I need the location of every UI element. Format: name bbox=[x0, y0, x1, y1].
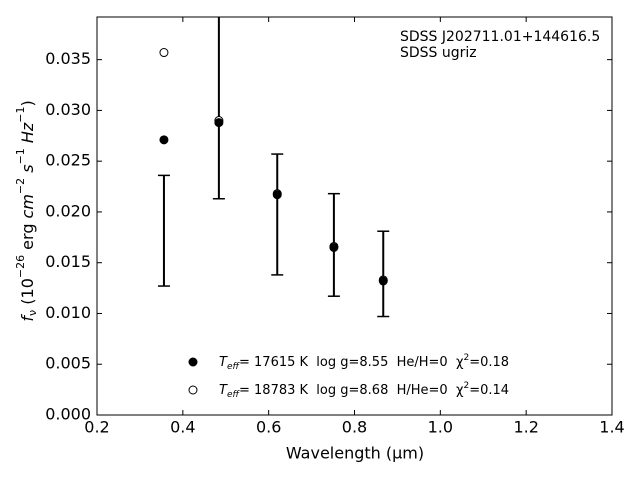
label-part: (10 bbox=[18, 278, 37, 310]
y-tick-label: 0.015 bbox=[45, 252, 91, 271]
label-part: −26 bbox=[14, 255, 27, 278]
model-point bbox=[272, 190, 282, 200]
y-tick-label: 0.000 bbox=[45, 405, 91, 424]
y-axis-label: fν (10−26 erg cm−2 s−1 Hz−1) bbox=[14, 85, 39, 347]
y-tick-label: 0.035 bbox=[45, 49, 91, 68]
label-part: ) bbox=[18, 100, 37, 106]
legend-label: Teff= 18783 K log g=8.68 H/He=0 χ2=0.14 bbox=[219, 381, 509, 400]
x-axis-label: Wavelength (μm) bbox=[286, 444, 424, 463]
x-tick-label: 1.2 bbox=[513, 418, 538, 437]
x-tick-label: 0.8 bbox=[342, 418, 367, 437]
label-part: Hz bbox=[18, 122, 37, 148]
annotation: SDSS J202711.01+144616.5 bbox=[400, 29, 600, 45]
error-bar bbox=[377, 230, 390, 318]
error-bar bbox=[271, 153, 284, 276]
x-tick-label: 0.6 bbox=[256, 418, 281, 437]
label-part: −1 bbox=[14, 106, 27, 122]
label-part: −1 bbox=[14, 148, 27, 164]
model-point bbox=[159, 135, 169, 145]
x-tick-label: 1.4 bbox=[599, 418, 624, 437]
legend-marker bbox=[188, 385, 198, 395]
x-tick-label: 1.0 bbox=[428, 418, 453, 437]
annotation: SDSS ugriz bbox=[400, 45, 477, 61]
legend-label: Teff= 17615 K log g=8.55 He/H=0 χ2=0.18 bbox=[219, 353, 509, 372]
label-part: erg bbox=[18, 218, 37, 254]
legend-marker bbox=[188, 357, 198, 367]
y-tick-label: 0.020 bbox=[45, 201, 91, 220]
label-part: −2 bbox=[14, 178, 27, 194]
label-part: cm bbox=[18, 194, 37, 218]
model-point bbox=[329, 242, 339, 252]
model-point bbox=[378, 276, 388, 286]
error-bar bbox=[212, 17, 225, 200]
y-tick-label: 0.025 bbox=[45, 151, 91, 170]
y-tick-label: 0.005 bbox=[45, 354, 91, 373]
y-tick-label: 0.010 bbox=[45, 303, 91, 322]
label-part: s bbox=[18, 164, 37, 177]
label-part: f bbox=[18, 314, 37, 322]
model-point bbox=[214, 118, 224, 128]
plot-area bbox=[157, 17, 390, 318]
x-tick-label: 0.4 bbox=[170, 418, 195, 437]
plot-frame bbox=[96, 16, 613, 416]
error-bar bbox=[157, 174, 170, 287]
y-tick-label: 0.030 bbox=[45, 100, 91, 119]
model-point bbox=[159, 48, 169, 58]
x-tick-label: 0.2 bbox=[84, 418, 109, 437]
label-part: ν bbox=[26, 310, 39, 316]
